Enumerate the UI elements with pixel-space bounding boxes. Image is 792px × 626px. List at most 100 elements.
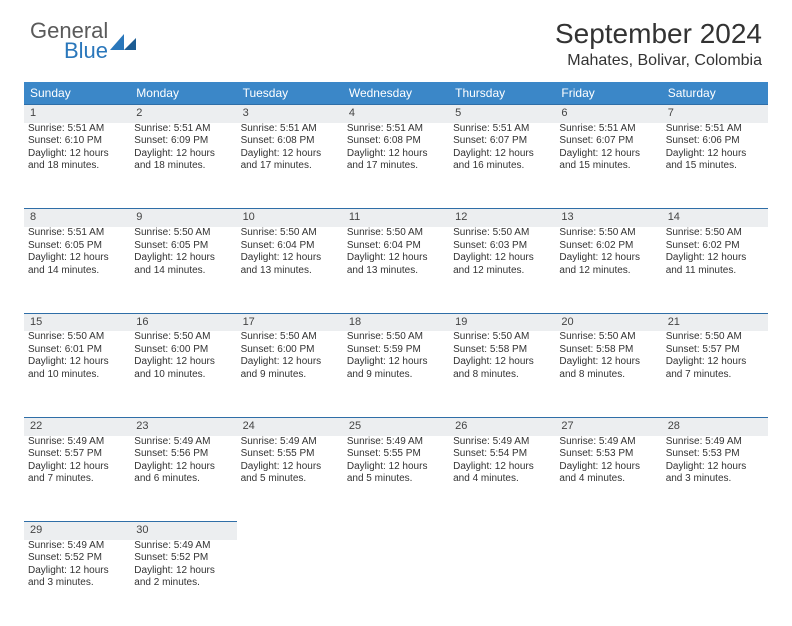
day-body-cell: Sunrise: 5:51 AMSunset: 6:10 PMDaylight:… [24, 123, 130, 209]
day-body-cell: Sunrise: 5:51 AMSunset: 6:07 PMDaylight:… [449, 123, 555, 209]
day-detail-line: and 18 minutes. [134, 160, 232, 173]
day-number-row: 1234567 [24, 105, 768, 123]
day-detail-line: Sunset: 5:58 PM [559, 344, 657, 357]
day-detail-line: and 7 minutes. [666, 369, 764, 382]
day-detail-line: Daylight: 12 hours [28, 148, 126, 161]
title-block: September 2024 Mahates, Bolivar, Colombi… [555, 18, 762, 70]
day-detail-line: Sunset: 6:04 PM [241, 240, 339, 253]
day-detail-line: and 17 minutes. [347, 160, 445, 173]
day-detail-line: Sunrise: 5:50 AM [347, 227, 445, 240]
day-detail-line: Daylight: 12 hours [453, 461, 551, 474]
day-body-cell [662, 540, 768, 626]
day-detail-line: Sunset: 6:06 PM [666, 135, 764, 148]
day-body-cell: Sunrise: 5:49 AMSunset: 5:54 PMDaylight:… [449, 436, 555, 522]
weekday-header: Wednesday [343, 82, 449, 105]
day-detail-line: Sunset: 5:52 PM [134, 552, 232, 565]
day-body-cell: Sunrise: 5:51 AMSunset: 6:06 PMDaylight:… [662, 123, 768, 209]
day-detail-line: Sunrise: 5:49 AM [666, 436, 764, 449]
day-detail-line: Sunrise: 5:50 AM [666, 227, 764, 240]
day-detail-line: Sunrise: 5:51 AM [28, 123, 126, 136]
day-detail-line: Sunrise: 5:49 AM [134, 436, 232, 449]
day-detail-line: and 10 minutes. [28, 369, 126, 382]
day-detail-line: Sunset: 6:01 PM [28, 344, 126, 357]
day-number-cell [449, 522, 555, 540]
day-detail-line: Sunrise: 5:50 AM [28, 331, 126, 344]
day-detail-line: and 12 minutes. [453, 265, 551, 278]
day-body-cell: Sunrise: 5:49 AMSunset: 5:53 PMDaylight:… [662, 436, 768, 522]
day-detail-line: Daylight: 12 hours [347, 356, 445, 369]
day-body-cell: Sunrise: 5:49 AMSunset: 5:53 PMDaylight:… [555, 436, 661, 522]
day-body-cell: Sunrise: 5:51 AMSunset: 6:07 PMDaylight:… [555, 123, 661, 209]
day-body-cell: Sunrise: 5:50 AMSunset: 5:58 PMDaylight:… [449, 331, 555, 417]
day-body-cell: Sunrise: 5:50 AMSunset: 5:59 PMDaylight:… [343, 331, 449, 417]
day-body-row: Sunrise: 5:49 AMSunset: 5:57 PMDaylight:… [24, 436, 768, 522]
day-body-cell: Sunrise: 5:50 AMSunset: 5:57 PMDaylight:… [662, 331, 768, 417]
day-detail-line: and 5 minutes. [347, 473, 445, 486]
day-number-cell: 20 [555, 313, 661, 331]
brand-part2: Blue [64, 38, 108, 64]
day-detail-line: Sunrise: 5:51 AM [28, 227, 126, 240]
day-detail-line: Daylight: 12 hours [559, 461, 657, 474]
day-detail-line: Sunset: 6:00 PM [241, 344, 339, 357]
day-detail-line: Sunset: 6:07 PM [453, 135, 551, 148]
day-detail-line: Daylight: 12 hours [241, 252, 339, 265]
day-number-row: 891011121314 [24, 209, 768, 227]
day-detail-line: Daylight: 12 hours [453, 148, 551, 161]
day-number-cell: 14 [662, 209, 768, 227]
day-detail-line: Sunset: 6:09 PM [134, 135, 232, 148]
day-detail-line: Sunrise: 5:50 AM [134, 227, 232, 240]
day-number-cell: 21 [662, 313, 768, 331]
day-detail-line: Sunset: 6:08 PM [347, 135, 445, 148]
day-detail-line: and 17 minutes. [241, 160, 339, 173]
day-detail-line: and 12 minutes. [559, 265, 657, 278]
day-detail-line: and 8 minutes. [453, 369, 551, 382]
day-number-row: 2930 [24, 522, 768, 540]
day-number-cell: 1 [24, 105, 130, 123]
day-body-cell: Sunrise: 5:49 AMSunset: 5:52 PMDaylight:… [130, 540, 236, 626]
day-number-row: 15161718192021 [24, 313, 768, 331]
day-detail-line: Sunrise: 5:49 AM [453, 436, 551, 449]
day-number-cell: 4 [343, 105, 449, 123]
day-number-cell: 8 [24, 209, 130, 227]
day-body-cell: Sunrise: 5:50 AMSunset: 6:04 PMDaylight:… [343, 227, 449, 313]
day-detail-line: Sunset: 6:10 PM [28, 135, 126, 148]
day-number-cell: 19 [449, 313, 555, 331]
day-detail-line: and 4 minutes. [559, 473, 657, 486]
day-number-cell: 13 [555, 209, 661, 227]
day-detail-line: and 5 minutes. [241, 473, 339, 486]
day-detail-line: Daylight: 12 hours [28, 356, 126, 369]
weekday-header: Saturday [662, 82, 768, 105]
day-body-cell: Sunrise: 5:50 AMSunset: 6:03 PMDaylight:… [449, 227, 555, 313]
day-body-cell: Sunrise: 5:50 AMSunset: 6:05 PMDaylight:… [130, 227, 236, 313]
day-detail-line: Sunset: 5:57 PM [28, 448, 126, 461]
calendar-table: Sunday Monday Tuesday Wednesday Thursday… [24, 82, 768, 626]
day-number-cell: 16 [130, 313, 236, 331]
day-detail-line: Daylight: 12 hours [666, 356, 764, 369]
day-detail-line: Daylight: 12 hours [134, 565, 232, 578]
day-detail-line: Sunset: 5:53 PM [666, 448, 764, 461]
day-detail-line: Sunrise: 5:49 AM [28, 540, 126, 553]
day-detail-line: Daylight: 12 hours [134, 252, 232, 265]
day-detail-line: and 4 minutes. [453, 473, 551, 486]
day-body-row: Sunrise: 5:49 AM Sunset: 5:52 PMDaylight:… [24, 540, 768, 626]
day-body-cell [343, 540, 449, 626]
day-body-cell [555, 540, 661, 626]
day-number-cell: 3 [237, 105, 343, 123]
day-number-cell: 7 [662, 105, 768, 123]
day-number-cell [237, 522, 343, 540]
day-body-cell: Sunrise: 5:50 AMSunset: 6:00 PMDaylight:… [237, 331, 343, 417]
day-detail-line: Sunset: 5:58 PM [453, 344, 551, 357]
day-detail-line: Daylight: 12 hours [453, 252, 551, 265]
day-detail-line: and 16 minutes. [453, 160, 551, 173]
day-body-cell: Sunrise: 5:49 AMSunset: 5:55 PMDaylight:… [343, 436, 449, 522]
day-detail-line: Sunrise: 5:50 AM [559, 227, 657, 240]
day-body-cell: Sunrise: 5:50 AMSunset: 5:58 PMDaylight:… [555, 331, 661, 417]
day-body-cell: Sunrise: 5:50 AMSunset: 6:00 PMDaylight:… [130, 331, 236, 417]
day-number-cell [662, 522, 768, 540]
day-detail-line: Daylight: 12 hours [347, 252, 445, 265]
day-number-cell: 5 [449, 105, 555, 123]
day-detail-line: Sunrise: 5:49 AM [241, 436, 339, 449]
day-detail-line: and 2 minutes. [134, 577, 232, 590]
weekday-header: Sunday [24, 82, 130, 105]
day-detail-line: Sunrise: 5:49 AM [28, 436, 126, 449]
